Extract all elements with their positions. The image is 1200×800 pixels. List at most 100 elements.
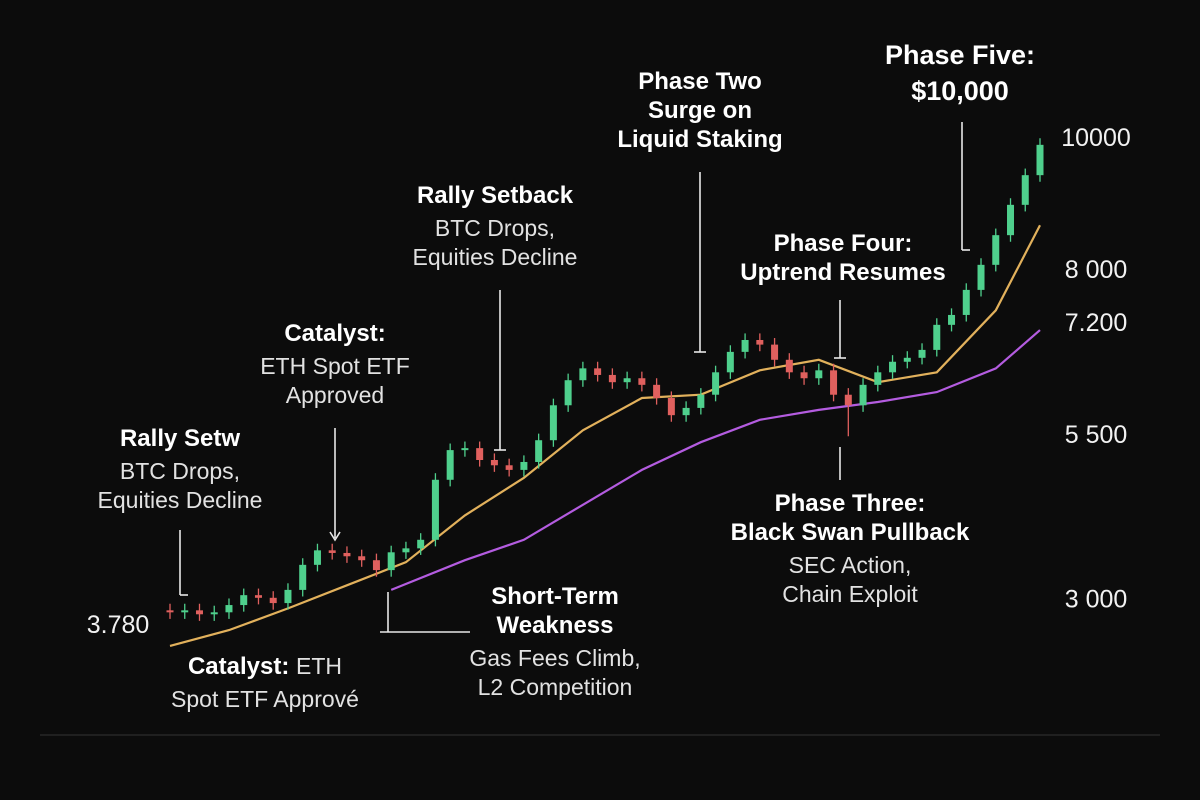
candle-body [859, 384, 867, 406]
candle-body [830, 370, 838, 395]
annotation-text: Chain Exploit [782, 581, 918, 607]
annotation-title: Phase Five: [885, 40, 1035, 70]
candle-body [726, 351, 734, 373]
annotation-title: Black Swan Pullback [731, 519, 970, 546]
candle-body [269, 597, 277, 604]
candle-body [402, 548, 410, 553]
candle-body [771, 344, 779, 360]
annotation-text: Gas Fees Climb, [469, 645, 640, 671]
candle-body [800, 372, 808, 379]
candle-body [579, 368, 587, 381]
annotation-text: L2 Competition [478, 674, 633, 700]
candle-body [166, 610, 174, 613]
y-tick-label: 10000 [1061, 124, 1131, 152]
candle-body [564, 380, 572, 406]
candle-body [933, 324, 941, 350]
candle-body [313, 550, 321, 565]
candle-body [918, 349, 926, 358]
annotation-title-text: Uptrend Resumes [740, 259, 945, 286]
candle-body [254, 595, 262, 598]
candle-body [653, 384, 661, 399]
candle-body [844, 394, 852, 406]
candle-body [535, 440, 543, 462]
annotation-title: Phase Three: [775, 490, 926, 517]
candle-body [608, 374, 616, 383]
candle-body [505, 465, 513, 470]
annotation-title-text: Phase Four: [774, 230, 913, 257]
candle-body [490, 460, 498, 466]
annotation-title-text: Surge on [648, 97, 752, 124]
candle-body [948, 314, 956, 325]
candle-body [874, 372, 882, 385]
candle-body [623, 378, 631, 383]
annotation-title: Phase Four: [774, 230, 913, 257]
candle-body [195, 610, 203, 615]
candle-body [520, 461, 528, 470]
annotation-title-text: $10,000 [911, 76, 1009, 106]
annotation-text: ETH [296, 653, 342, 679]
candle-body [977, 264, 985, 290]
candle-body [1036, 144, 1044, 176]
candle-body [417, 539, 425, 549]
candle-body [638, 378, 646, 385]
candle-body [181, 610, 189, 613]
annotation-title: $10,000 [911, 76, 1009, 106]
candle-body [697, 394, 705, 408]
annotation-title-text: Liquid Staking [617, 126, 782, 153]
annotation-text: Equities Decline [413, 244, 578, 270]
y-tick-label: 5 500 [1065, 421, 1128, 449]
annotation-title-text: Catalyst: [284, 320, 385, 347]
annotation-title-text: Short-Term [491, 583, 619, 610]
moving-average-line [390, 329, 1041, 591]
annotation-text: Equities Decline [98, 487, 263, 513]
moving-average-line [169, 224, 1041, 647]
candle-body [682, 407, 690, 416]
candle-body [594, 368, 602, 375]
candle-body [549, 405, 557, 441]
candle-body [284, 589, 292, 604]
leader-arrow [329, 531, 341, 542]
annotation-title-text: Phase Two [638, 68, 762, 95]
annotation-title-text: Phase Three: [775, 490, 926, 517]
annotation-title-text: Weakness [497, 612, 614, 639]
annotation-text: BTC Drops, [435, 215, 555, 241]
candle-body [785, 359, 793, 373]
annotation-title-text: Catalyst: [188, 653, 289, 680]
annotation-title: Uptrend Resumes [740, 259, 945, 286]
candle-body [741, 340, 749, 352]
y-tick-label: 7.200 [1065, 309, 1128, 337]
candle-body [756, 340, 764, 345]
annotation-text: BTC Drops, [120, 458, 240, 484]
annotation-title: Phase Two [638, 68, 762, 95]
annotation-title-text: Rally Setw [120, 425, 240, 452]
annotation-title: Surge on [648, 97, 752, 124]
candle-body [431, 479, 439, 540]
annotation-title: Weakness [497, 612, 614, 639]
candle-body [343, 552, 351, 557]
candle-body [461, 448, 469, 451]
candle-body [446, 450, 454, 480]
candle-body [903, 357, 911, 362]
start-price-label: 3.780 [87, 611, 150, 639]
candle-body [328, 550, 336, 553]
candle-body [667, 398, 675, 416]
annotation-text: ETH Spot ETF [260, 353, 410, 379]
candle-body [962, 289, 970, 315]
y-tick-label: 8 000 [1065, 256, 1128, 284]
candle-body [1007, 204, 1015, 236]
annotation-text: SEC Action, [789, 552, 912, 578]
annotation-title: Short-Term [491, 583, 619, 610]
annotation-text: Spot ETF Apprové [171, 686, 359, 712]
candle-body [225, 605, 233, 613]
annotation-title: Rally Setw [120, 425, 240, 452]
candle-body [358, 556, 366, 561]
annotation-title-text: Black Swan Pullback [731, 519, 970, 546]
candle-body [712, 372, 720, 395]
candle-body [299, 564, 307, 590]
candle-body [889, 361, 897, 373]
annotation-title: Rally Setback [417, 182, 574, 209]
y-tick-label: 3 000 [1065, 586, 1128, 614]
candle-body [1021, 175, 1029, 205]
